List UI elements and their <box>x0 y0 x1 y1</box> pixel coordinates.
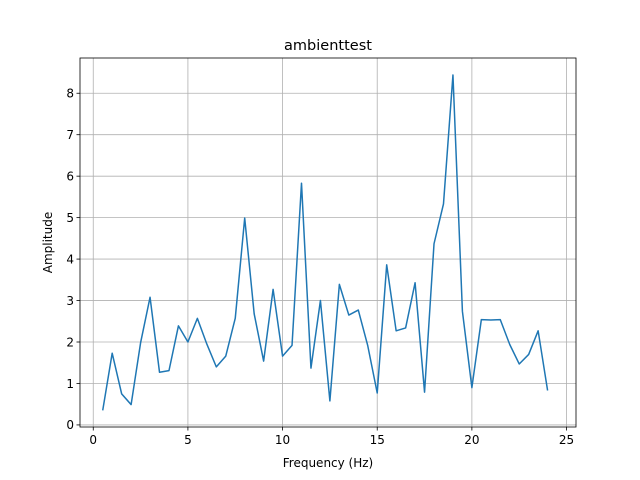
chart-title: ambienttest <box>284 38 372 54</box>
y-tick-label: 2 <box>66 335 74 349</box>
y-axis-label: Amplitude <box>41 212 55 274</box>
plot-area-frame <box>79 57 577 428</box>
grid <box>80 58 576 427</box>
x-tick-label: 10 <box>275 433 290 447</box>
y-tick-label: 8 <box>66 87 74 101</box>
y-tick-label: 7 <box>66 128 74 142</box>
x-tick-label: 25 <box>559 433 574 447</box>
axis-ticks: 0 5 10 15 20 25 0 1 2 3 4 5 6 7 8 <box>66 87 574 447</box>
y-tick-label: 0 <box>66 418 74 432</box>
y-tick-label: 5 <box>66 211 74 225</box>
x-tick-label: 15 <box>370 433 385 447</box>
y-tick-label: 3 <box>66 294 74 308</box>
x-tick-label: 5 <box>184 433 192 447</box>
x-axis-label: Frequency (Hz) <box>283 456 374 470</box>
x-tick-label: 0 <box>89 433 97 447</box>
y-tick-label: 6 <box>66 169 74 183</box>
y-tick-label: 1 <box>66 377 74 391</box>
y-tick-label: 4 <box>66 252 74 266</box>
x-tick-label: 20 <box>464 433 479 447</box>
series-line <box>101 74 549 411</box>
